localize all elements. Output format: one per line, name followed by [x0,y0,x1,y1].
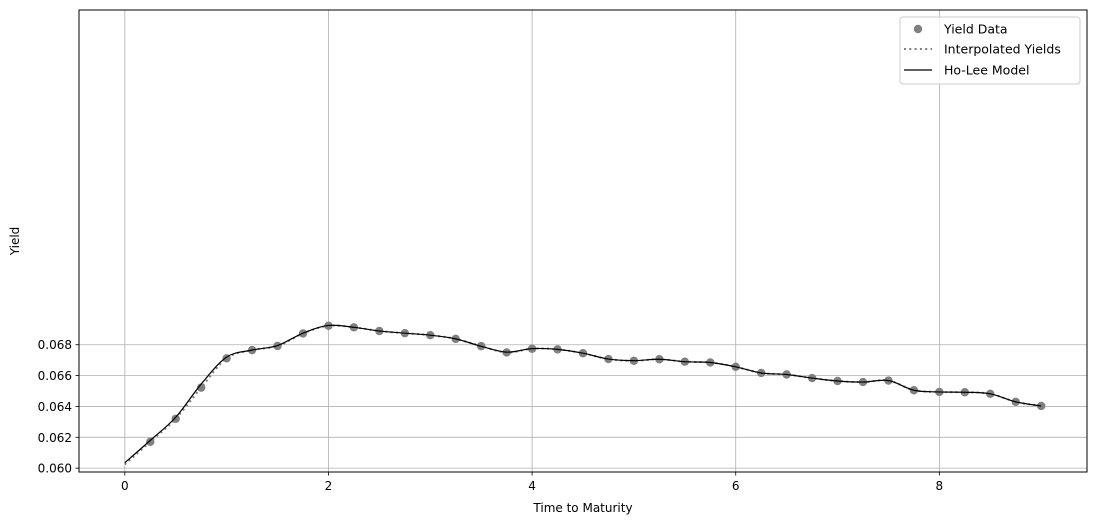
x-tick-label: 2 [325,479,333,493]
plot-frame [78,9,1088,473]
x-tick-label: 6 [732,479,740,493]
y-tick-label: 0.062 [38,431,72,445]
x-tick-label: 0 [121,479,129,493]
legend-box [899,16,1081,85]
legend-label-yield-data: Yield Data [943,22,1008,37]
x-axis-label: Time to Maturity [532,501,632,515]
legend: Yield Data Interpolated Yields Ho-Lee Mo… [899,16,1081,85]
legend-label-ho-lee-model: Ho-Lee Model [944,63,1029,78]
yield-data-point [1036,401,1046,411]
y-tick-label: 0.068 [38,338,72,352]
axis-ticks: 0 2 4 6 8 0.060 0.062 0.064 0.066 0.068 [38,338,944,493]
y-tick-label: 0.064 [38,400,72,414]
yield-data-point [146,437,155,446]
y-tick-label: 0.066 [38,369,72,383]
legend-label-interpolated-yields: Interpolated Yields [944,42,1061,57]
plot-series [124,321,1046,466]
ho-lee-model-line [124,324,1042,464]
grid [79,10,1087,472]
x-tick-label: 4 [528,479,536,493]
legend-marker-yield-data [913,24,923,34]
y-axis-label: Yield [8,227,22,257]
x-tick-label: 8 [936,479,944,493]
y-tick-label: 0.060 [38,462,72,476]
